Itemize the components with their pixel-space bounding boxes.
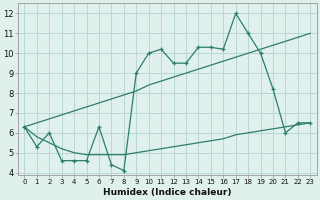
X-axis label: Humidex (Indice chaleur): Humidex (Indice chaleur) — [103, 188, 232, 197]
